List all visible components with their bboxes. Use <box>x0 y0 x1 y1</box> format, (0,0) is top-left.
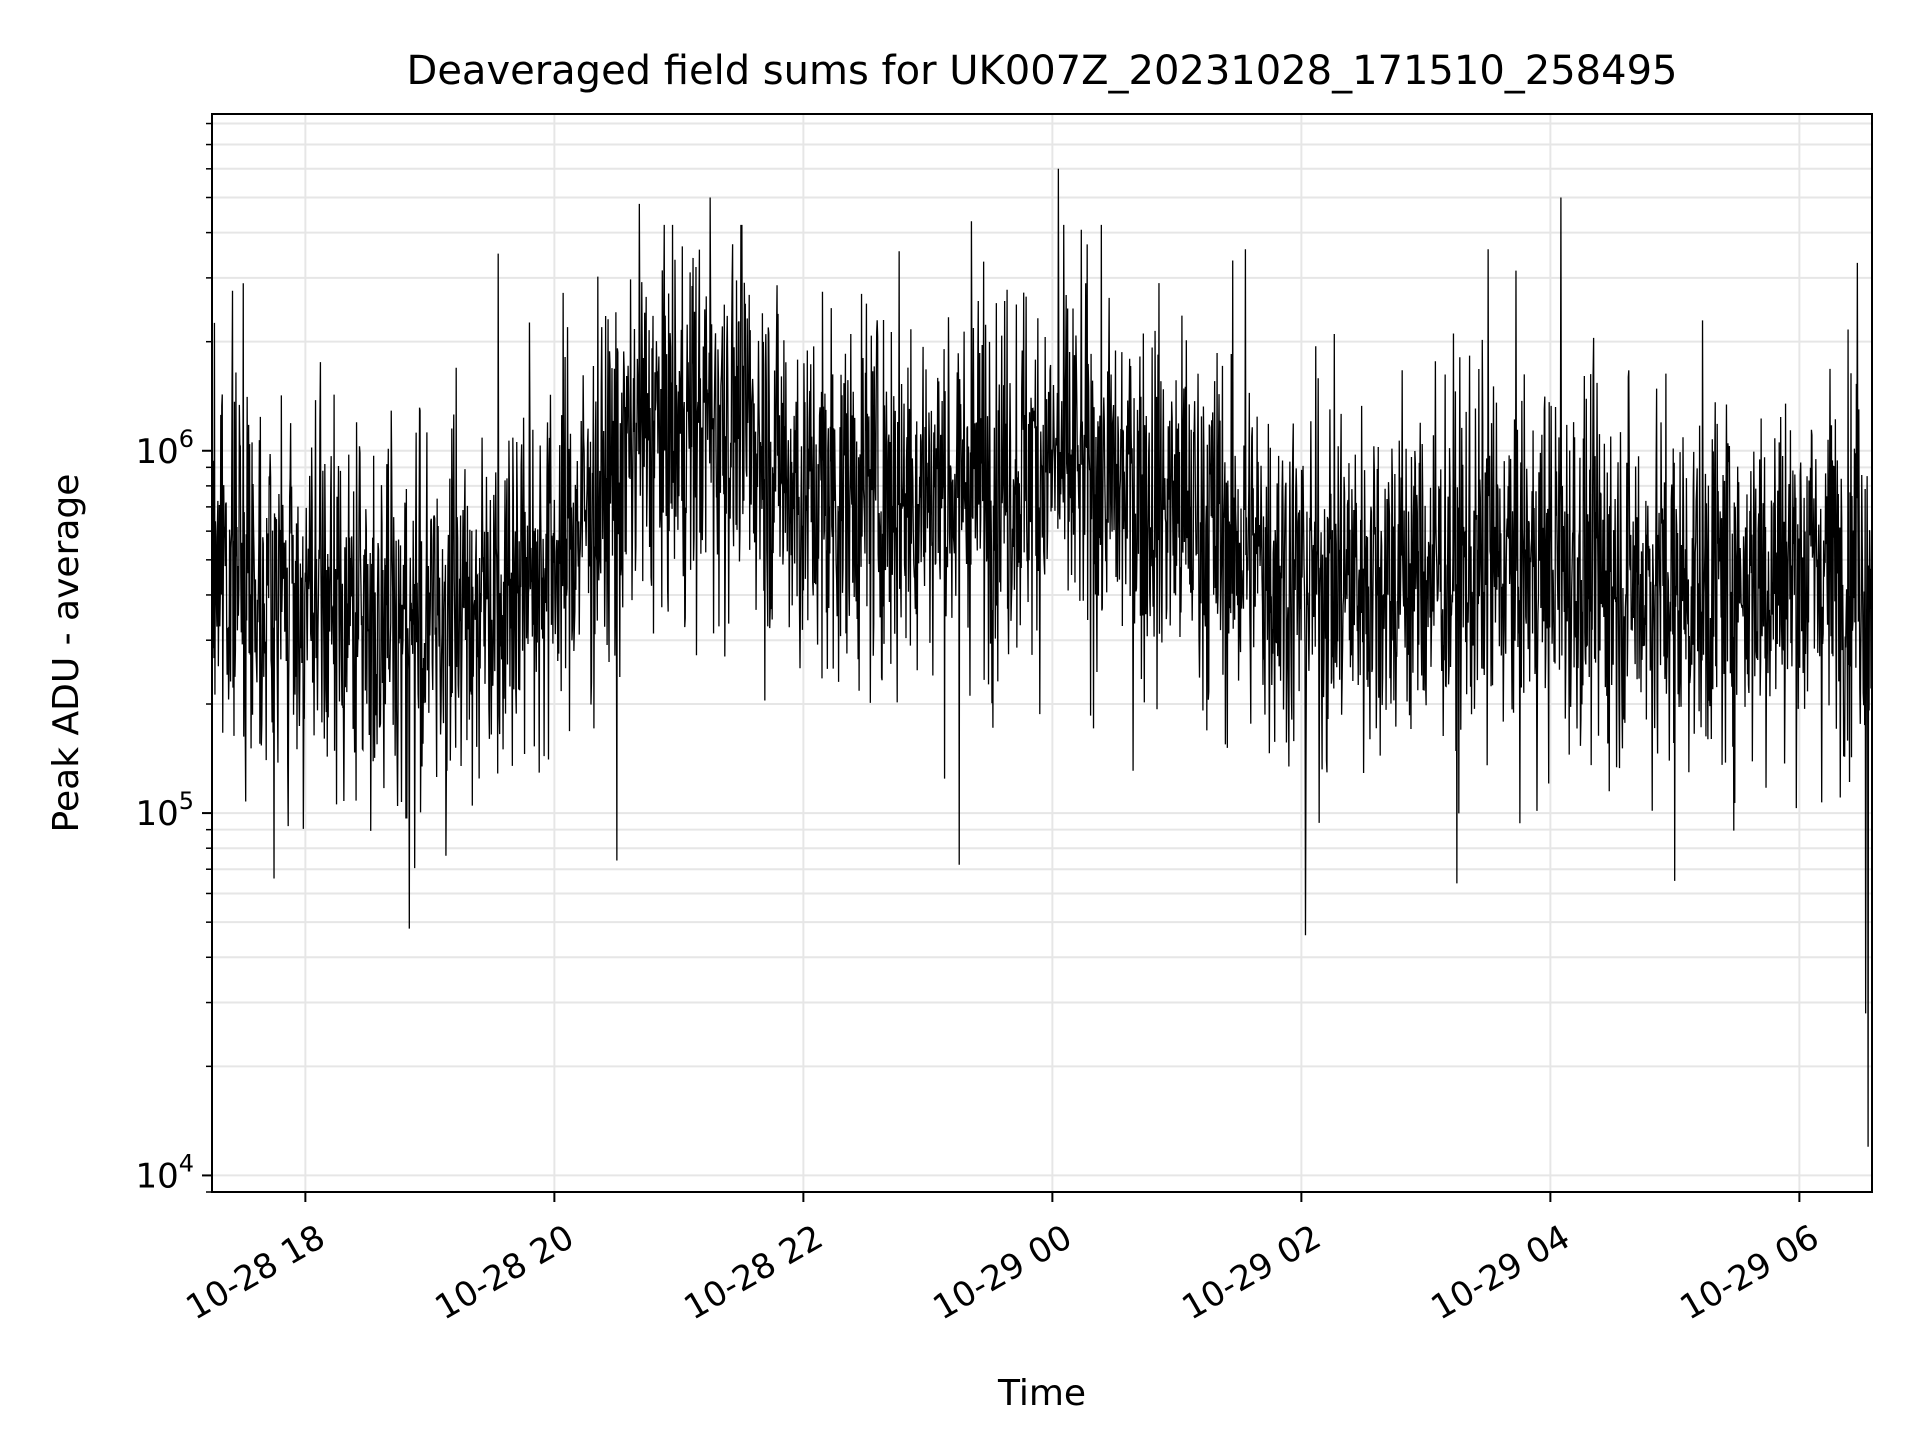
y-tick-label: 105 <box>135 787 194 834</box>
series-line <box>211 168 1873 1147</box>
y-tick-label: 106 <box>135 425 194 472</box>
y-tick-label: 104 <box>135 1149 194 1196</box>
data-series <box>211 168 1873 1147</box>
y-axis: 104 105 106 <box>135 122 212 1196</box>
plot-frame <box>211 113 1873 1193</box>
x-axis-label: Time <box>997 1373 1086 1414</box>
chart-title: Deaveraged field sums for UK007Z_2023102… <box>407 48 1678 94</box>
y-axis-label: Peak ADU - average <box>46 474 87 833</box>
